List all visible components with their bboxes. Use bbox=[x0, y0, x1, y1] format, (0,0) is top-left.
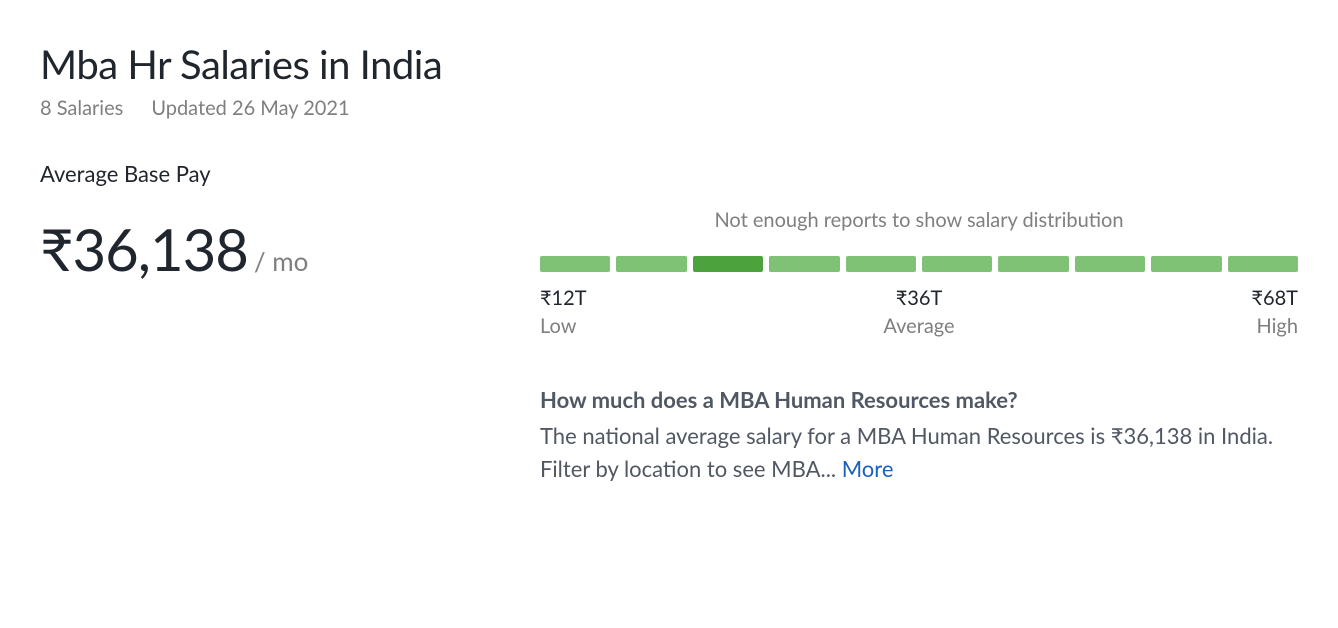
dist-low-label: Low bbox=[540, 314, 587, 338]
distribution-bar bbox=[1228, 256, 1298, 272]
main-content: Average Base Pay ₹36,138 / mo Not enough… bbox=[40, 160, 1298, 485]
distribution-bar bbox=[1151, 256, 1221, 272]
salary-value: ₹36,138 bbox=[40, 215, 248, 284]
faq-answer: The national average salary for a MBA Hu… bbox=[540, 419, 1298, 485]
distribution-bar bbox=[922, 256, 992, 272]
distribution-message: Not enough reports to show salary distri… bbox=[540, 208, 1298, 232]
distribution-bar bbox=[540, 256, 610, 272]
distribution-labels: ₹12T Low ₹36T Average ₹68T High bbox=[540, 286, 1298, 338]
distribution-bar bbox=[998, 256, 1068, 272]
distribution-bar bbox=[1075, 256, 1145, 272]
page-title: Mba Hr Salaries in India bbox=[40, 40, 1298, 88]
distribution-bars bbox=[540, 256, 1298, 272]
dist-high-label: High bbox=[1251, 314, 1298, 338]
dist-high-value: ₹68T bbox=[1251, 286, 1298, 310]
dist-low: ₹12T Low bbox=[540, 286, 587, 338]
dist-avg-label: Average bbox=[883, 314, 954, 338]
distribution-bar bbox=[693, 256, 763, 272]
salary-amount: ₹36,138 / mo bbox=[40, 215, 480, 284]
distribution-section: Not enough reports to show salary distri… bbox=[540, 160, 1298, 485]
dist-avg: ₹36T Average bbox=[883, 286, 954, 338]
meta-row: 8 Salaries Updated 26 May 2021 bbox=[40, 96, 1298, 120]
base-pay-section: Average Base Pay ₹36,138 / mo bbox=[40, 160, 480, 485]
updated-date: Updated 26 May 2021 bbox=[151, 96, 349, 120]
base-pay-label: Average Base Pay bbox=[40, 160, 480, 187]
faq-answer-text: The national average salary for a MBA Hu… bbox=[540, 422, 1273, 482]
more-link[interactable]: More bbox=[842, 455, 894, 482]
distribution-bar bbox=[616, 256, 686, 272]
salary-period: / mo bbox=[254, 245, 309, 277]
distribution-bar bbox=[769, 256, 839, 272]
faq-question: How much does a MBA Human Resources make… bbox=[540, 386, 1298, 413]
salary-count: 8 Salaries bbox=[40, 96, 123, 120]
dist-avg-value: ₹36T bbox=[883, 286, 954, 310]
distribution-bar bbox=[846, 256, 916, 272]
dist-high: ₹68T High bbox=[1251, 286, 1298, 338]
dist-low-value: ₹12T bbox=[540, 286, 587, 310]
